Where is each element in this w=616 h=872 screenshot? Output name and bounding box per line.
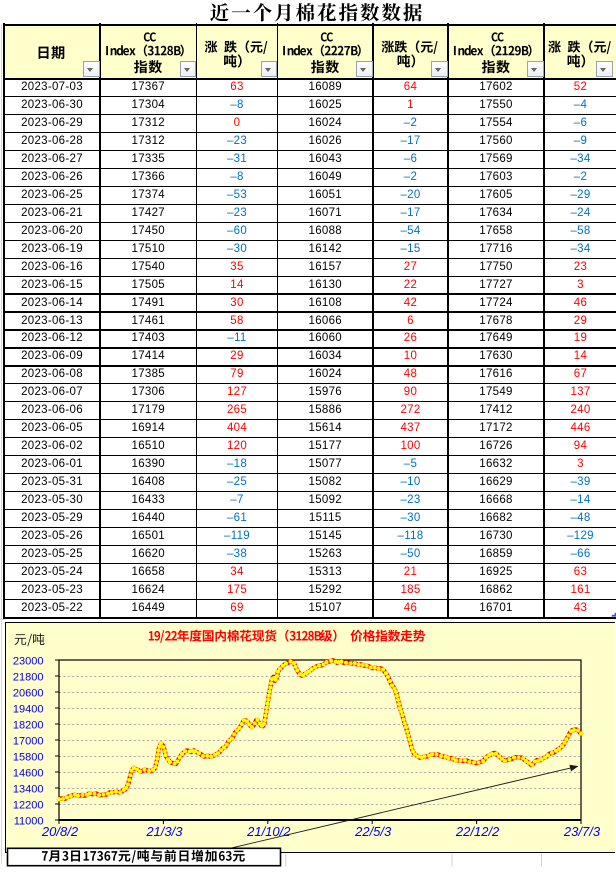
svg-text:23/7/3: 23/7/3 bbox=[563, 824, 601, 839]
svg-text:22/5/3: 22/5/3 bbox=[354, 824, 392, 839]
svg-text:14600: 14600 bbox=[13, 768, 44, 780]
svg-text:19400: 19400 bbox=[13, 704, 44, 716]
svg-text:15800: 15800 bbox=[13, 752, 44, 764]
svg-text:17000: 17000 bbox=[13, 736, 44, 748]
svg-text:20600: 20600 bbox=[13, 688, 44, 700]
svg-text:18200: 18200 bbox=[13, 720, 44, 732]
svg-text:22/12/2: 22/12/2 bbox=[455, 824, 500, 839]
svg-text:21/10/2: 21/10/2 bbox=[246, 824, 291, 839]
svg-text:11000: 11000 bbox=[14, 816, 44, 828]
svg-text:23000: 23000 bbox=[13, 656, 44, 668]
svg-text:21/3/3: 21/3/3 bbox=[145, 824, 183, 839]
svg-text:21800: 21800 bbox=[13, 672, 44, 684]
svg-text:13400: 13400 bbox=[13, 784, 44, 796]
svg-text:20/8/2: 20/8/2 bbox=[41, 824, 79, 839]
svg-text:12200: 12200 bbox=[13, 800, 44, 812]
